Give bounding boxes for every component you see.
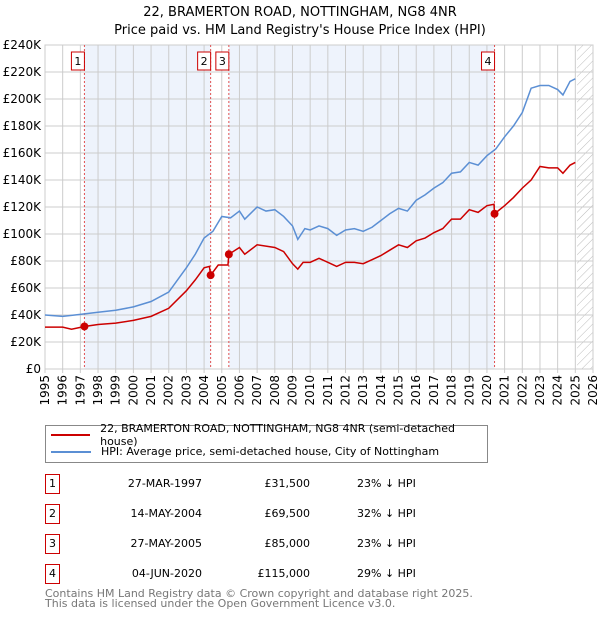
plot-border — [44, 44, 594, 370]
footer: Contains HM Land Registry data © Crown c… — [45, 587, 473, 610]
y-tick-label: £160K — [3, 146, 43, 160]
chart-title: 22, BRAMERTON ROAD, NOTTINGHAM, NG8 4NR P… — [0, 4, 600, 40]
x-tick-label: 2007 — [250, 375, 264, 406]
sale-label: 1 — [74, 55, 81, 68]
title-line-2: Price paid vs. HM Land Registry's House … — [114, 23, 486, 38]
sale-row: 3 27-MAY-2005 £85,000 23% ↓ HPI — [45, 534, 445, 554]
sale-label-box — [215, 51, 230, 71]
sale-hpi-diff: 23% ↓ HPI — [357, 477, 416, 490]
y-tick-label: £140K — [3, 173, 43, 187]
sale-hpi-diff: 23% ↓ HPI — [357, 537, 416, 550]
sale-label-box — [197, 51, 212, 71]
sale-hpi-diff: 29% ↓ HPI — [357, 567, 416, 580]
sale-number: 3 — [45, 534, 60, 554]
y-tick-label: £100K — [3, 227, 43, 241]
sale-hpi-diff: 32% ↓ HPI — [357, 507, 416, 520]
sale-date: 14-MAY-2004 — [130, 507, 202, 520]
footer-line-2: This data is licensed under the Open Gov… — [45, 597, 396, 610]
x-tick-label: 1996 — [56, 375, 70, 406]
legend-hpi-label: HPI: Average price, semi-detached house,… — [101, 445, 440, 458]
x-tick-label: 2016 — [409, 375, 423, 406]
sale-number: 4 — [45, 564, 60, 584]
sale-price: £115,000 — [257, 567, 311, 580]
x-tick-label: 2022 — [515, 375, 529, 406]
y-tick-label: £220K — [3, 65, 43, 79]
y-tick-label: £40K — [10, 308, 42, 322]
x-tick-label: 2003 — [179, 375, 193, 406]
sale-price: £69,500 — [264, 507, 311, 520]
y-tick-label: £120K — [3, 200, 43, 214]
title-line-1: 22, BRAMERTON ROAD, NOTTINGHAM, NG8 4NR — [143, 5, 457, 20]
sale-date: 04-JUN-2020 — [131, 567, 202, 580]
x-tick-label: 2015 — [392, 375, 406, 406]
x-tick-label: 1999 — [109, 375, 123, 406]
y-tick-label: £0 — [26, 362, 41, 376]
sale-date: 27-MAY-2005 — [130, 537, 202, 550]
x-tick-label: 2006 — [232, 375, 246, 406]
legend-red-line — [51, 433, 91, 436]
x-tick-label: 2008 — [268, 375, 282, 406]
sale-point — [80, 322, 89, 331]
legend-property-label: 22, BRAMERTON ROAD, NOTTINGHAM, NG8 4NR … — [100, 421, 455, 448]
x-tick-label: 1995 — [38, 375, 52, 406]
legend-blue-line — [51, 450, 91, 453]
sale-label: 4 — [485, 55, 492, 68]
sale-number: 1 — [45, 474, 60, 494]
x-tick-label: 2019 — [462, 375, 476, 406]
sale-label: 3 — [219, 55, 226, 68]
x-tick-label: 2002 — [162, 375, 176, 406]
sale-row: 2 14-MAY-2004 £69,500 32% ↓ HPI — [45, 504, 445, 524]
y-tick-label: £240K — [3, 38, 43, 52]
series-line — [45, 161, 576, 330]
footer-line-1: Contains HM Land Registry data © Crown c… — [45, 587, 473, 600]
x-tick-label: 2020 — [480, 375, 494, 406]
x-tick-label: 2000 — [126, 375, 140, 406]
x-tick-label: 2025 — [568, 375, 582, 406]
x-tick-label: 2023 — [533, 375, 547, 406]
x-tick-label: 2012 — [339, 375, 353, 406]
x-tick-label: 2024 — [551, 375, 565, 406]
sale-row: 1 27-MAR-1997 £31,500 23% ↓ HPI — [45, 474, 445, 494]
sale-number: 2 — [45, 504, 60, 524]
y-tick-label: £180K — [3, 119, 43, 133]
sale-label: 2 — [201, 55, 208, 68]
series-line — [44, 78, 576, 318]
x-tick-label: 2014 — [374, 375, 388, 406]
price-chart: £0 £20K £40K £60K £80K £100K £120K £140K £160K £1… — [3, 38, 600, 406]
x-tick-label: 2004 — [197, 375, 211, 406]
x-tick-label: 1997 — [73, 375, 87, 406]
sale-point — [206, 271, 215, 280]
sale-row: 4 04-JUN-2020 £115,000 29% ↓ HPI — [45, 564, 445, 584]
x-tick-label: 2021 — [498, 375, 512, 406]
y-tick-label: £20K — [10, 335, 42, 349]
sale-label-box — [481, 51, 496, 71]
y-tick-label: £80K — [10, 254, 42, 268]
sale-price: £85,000 — [264, 537, 311, 550]
x-tick-label: 2026 — [586, 375, 600, 406]
sale-price: £31,500 — [264, 477, 311, 490]
sale-point — [490, 209, 499, 218]
x-tick-label: 2001 — [144, 375, 158, 406]
sale-label-box — [70, 51, 85, 71]
x-tick-label: 2005 — [215, 375, 229, 406]
legend: 22, BRAMERTON ROAD, NOTTINGHAM, NG8 4NR … — [45, 421, 488, 463]
x-tick-label: 2010 — [303, 375, 317, 406]
x-tick-label: 2017 — [427, 375, 441, 406]
sale-date: 27-MAR-1997 — [127, 477, 202, 490]
x-tick-label: 2013 — [356, 375, 370, 406]
x-tick-label: 1998 — [91, 375, 105, 406]
y-tick-label: £200K — [3, 92, 43, 106]
x-tick-label: 2009 — [285, 375, 299, 406]
x-tick-label: 2011 — [321, 375, 335, 406]
x-tick-label: 2018 — [445, 375, 459, 406]
sale-point — [224, 250, 233, 259]
y-tick-label: £60K — [10, 281, 42, 295]
